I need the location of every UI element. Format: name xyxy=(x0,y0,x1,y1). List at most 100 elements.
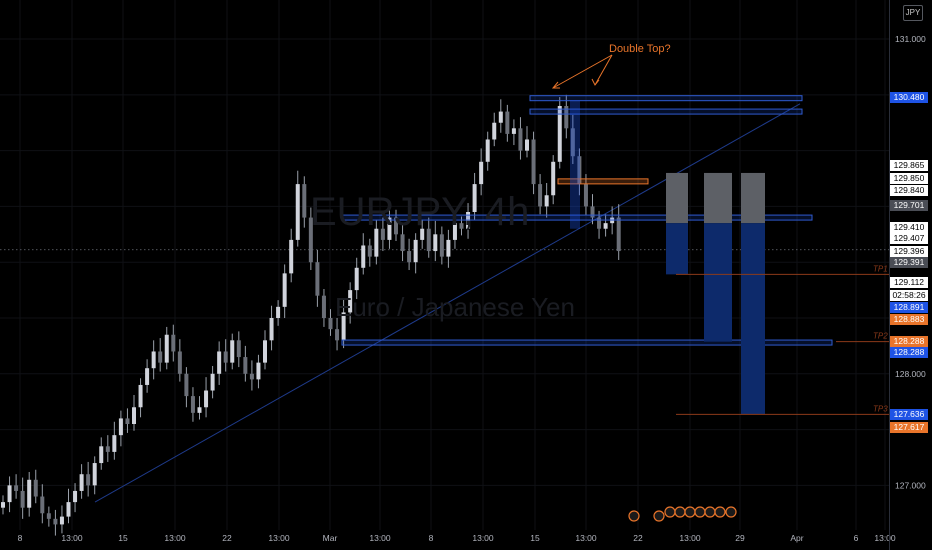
candle-body xyxy=(479,161,484,185)
orange-level xyxy=(557,178,649,185)
x-tick-label: 6 xyxy=(854,533,859,543)
candle-body xyxy=(282,273,287,307)
candle-body xyxy=(190,396,195,413)
tp-label-2: TP2 xyxy=(873,332,888,341)
x-tick-label: 22 xyxy=(222,533,232,543)
x-tick-label: 13:00 xyxy=(472,533,494,543)
event-icon xyxy=(704,506,716,518)
candle-body xyxy=(177,351,182,374)
candle-body xyxy=(472,184,477,212)
event-icon xyxy=(684,506,696,518)
double-top-annotation: Double Top? xyxy=(609,43,671,55)
candle-body xyxy=(59,516,64,525)
price-scale-label: 128.883 xyxy=(890,313,928,325)
x-tick-label: 13:00 xyxy=(575,533,597,543)
candle-body xyxy=(145,368,150,385)
price-scale-label: 130.480 xyxy=(890,91,928,103)
candle-body xyxy=(321,295,326,318)
price-scale-label: 129.850 xyxy=(890,172,928,184)
candle-body xyxy=(92,463,97,486)
candle-body xyxy=(459,223,464,229)
candle-body xyxy=(498,111,503,123)
candle-body xyxy=(354,267,359,291)
candle-body xyxy=(603,223,608,229)
candle-body xyxy=(184,373,189,397)
candle-body xyxy=(79,474,84,491)
y-tick-label: 127.000 xyxy=(895,480,926,490)
candle-body xyxy=(420,228,425,240)
candle-body xyxy=(263,340,267,363)
price-scale-label: 129.396 xyxy=(890,245,928,257)
candle-body xyxy=(426,228,431,252)
candle-body xyxy=(551,161,556,196)
price-scale-label: 129.391 xyxy=(890,257,928,269)
price-scale-label: 128.891 xyxy=(890,301,928,313)
x-tick-label: 15 xyxy=(530,533,540,543)
candle-body xyxy=(374,228,379,257)
event-icon xyxy=(714,506,726,518)
candle-body xyxy=(236,340,241,358)
candle-body xyxy=(66,502,71,517)
currency-label[interactable]: JPY xyxy=(903,5,923,21)
candle-body xyxy=(20,490,25,508)
price-scale-label: 129.407 xyxy=(890,233,928,245)
event-icon xyxy=(725,506,737,518)
candle-body xyxy=(269,318,274,341)
candle-body xyxy=(577,156,582,185)
candle-body xyxy=(164,334,169,363)
highlight-column xyxy=(570,100,580,229)
candle-body xyxy=(452,223,457,240)
candle-body xyxy=(570,128,575,157)
candle-body xyxy=(505,111,510,134)
candle-body xyxy=(158,351,163,363)
x-tick-label: 22 xyxy=(633,533,643,543)
event-icon xyxy=(664,506,676,518)
candle-body xyxy=(46,513,51,519)
double-top-arrow-2 xyxy=(594,54,613,86)
candle-body xyxy=(315,262,320,296)
price-scale-label: 128.288 xyxy=(890,347,928,359)
price-scale-label: 129.701 xyxy=(890,200,928,212)
x-tick-label: 8 xyxy=(18,533,23,543)
x-tick-label: 13:00 xyxy=(369,533,391,543)
x-tick-label: 8 xyxy=(429,533,434,543)
candle-body xyxy=(40,496,45,514)
candle-body xyxy=(53,518,58,525)
candle-body xyxy=(394,217,398,235)
event-icon xyxy=(694,506,706,518)
candle-body xyxy=(223,351,228,363)
candle-body xyxy=(335,329,340,341)
candle-body xyxy=(7,485,12,503)
candle-body xyxy=(99,446,104,464)
candle-body xyxy=(243,357,248,374)
candle-body xyxy=(538,184,543,207)
candle-body xyxy=(295,184,300,240)
price-scale-label: 02:58:26 xyxy=(890,289,928,301)
tp-label-3: TP3 xyxy=(873,404,888,413)
x-tick-label: 15 xyxy=(118,533,128,543)
candle-body xyxy=(544,195,549,207)
resistance-zone-top-2 xyxy=(529,108,803,115)
candle-body xyxy=(518,128,523,151)
position-1-stop xyxy=(666,172,688,224)
candle-body xyxy=(105,446,110,452)
candle-body xyxy=(439,234,444,257)
price-scale-label: 127.617 xyxy=(890,422,928,434)
resistance-zone-top xyxy=(529,95,803,102)
candle-body xyxy=(380,228,385,240)
candle-body xyxy=(328,318,333,330)
candle-body xyxy=(407,251,412,263)
candle-body xyxy=(1,502,5,508)
arrowhead-1 xyxy=(551,81,560,89)
x-tick-label: Apr xyxy=(790,533,803,543)
watermark-description: Euro / Japanese Yen xyxy=(335,292,575,322)
candle-body xyxy=(525,139,529,151)
x-tick-label: 13:00 xyxy=(679,533,701,543)
watermark-symbol: EURJPY, 4h xyxy=(310,190,530,234)
support-zone-low xyxy=(341,339,833,346)
candle-body xyxy=(197,407,202,413)
position-2-target xyxy=(704,223,732,342)
x-tick-label: 13:00 xyxy=(164,533,186,543)
candle-body xyxy=(446,239,451,257)
